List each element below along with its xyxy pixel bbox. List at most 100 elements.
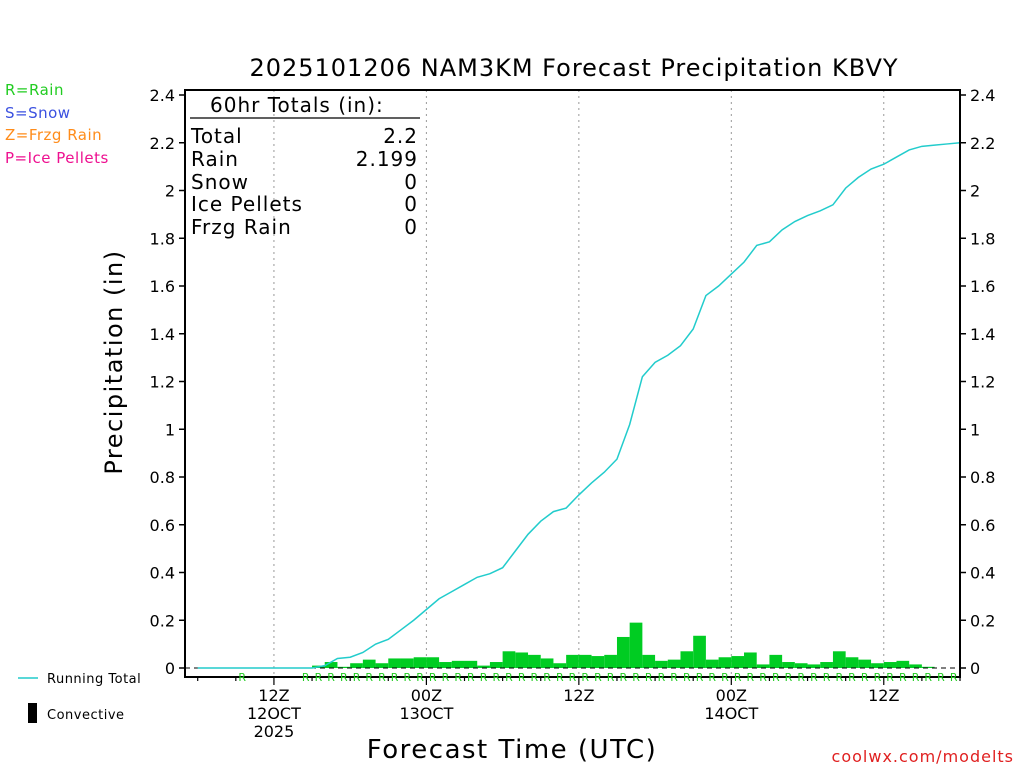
y-tick-label-right: 2.4	[970, 86, 995, 105]
y-tick-label-right: 0.4	[970, 564, 995, 583]
precip-bar	[400, 658, 414, 668]
y-axis-label: Precipitation (in)	[100, 249, 128, 474]
precip-bar	[413, 657, 427, 668]
running-total-legend: Running Total	[18, 672, 141, 687]
totals-value-rain: 2.199	[356, 147, 418, 171]
type-code: R	[886, 671, 894, 684]
type-code: R	[785, 671, 793, 684]
type-code: R	[670, 671, 678, 684]
y-tick-label-right: 1	[970, 420, 980, 439]
type-code: R	[619, 671, 627, 684]
precip-bar	[731, 656, 745, 668]
type-code: R	[543, 671, 551, 684]
type-code: R	[556, 671, 564, 684]
precip-bar	[388, 658, 401, 668]
type-code: R	[759, 671, 767, 684]
precip-bar	[489, 662, 503, 668]
type-code: R	[569, 671, 577, 684]
convective-legend: Convective	[28, 703, 125, 723]
type-code: R	[340, 671, 348, 684]
type-code: R	[467, 671, 475, 684]
y-tick-label-right: 1.4	[970, 325, 995, 344]
type-code: R	[797, 671, 805, 684]
x-tick-label: 12Z	[868, 686, 899, 705]
grid-layer	[273, 90, 885, 677]
precip-bar	[553, 663, 567, 668]
totals-value-ice-pellets: 0	[404, 192, 418, 216]
y-tick-label-right: 1.8	[970, 229, 995, 248]
type-code: R	[518, 671, 526, 684]
y-tick-label-left: 0.8	[150, 468, 175, 487]
precip-bar	[807, 664, 821, 668]
y-tick-label-left: 0.2	[150, 611, 175, 630]
precip-bar	[362, 659, 376, 668]
y-tick-label-right: 0.6	[970, 516, 995, 535]
precip-bar	[604, 654, 617, 668]
precip-bar	[909, 664, 922, 668]
y-tick-label-right: 0.8	[970, 468, 995, 487]
axis-layer: 0 00.2 0.20.4 0.40.6 0.60.8 0.81 11.2 1.21.4 1.4…	[150, 86, 996, 741]
type-code: R	[302, 671, 310, 684]
y-tick-label-right: 0	[970, 659, 980, 678]
type-code: R	[950, 671, 958, 684]
type-code: R	[874, 671, 882, 684]
type-code: R	[632, 671, 640, 684]
totals-value-total: 2.2	[383, 124, 418, 148]
totals-label-freezing-rain: Frzg Rain	[191, 215, 292, 239]
type-code: R	[734, 671, 742, 684]
running-total-legend-label: Running Total	[47, 672, 141, 687]
precip-bar	[705, 659, 719, 668]
y-tick-label-left: 1.2	[150, 373, 175, 392]
precip-bar	[769, 654, 783, 668]
totals-value-freezing-rain: 0	[404, 215, 418, 239]
totals-value-snow: 0	[404, 170, 418, 194]
precip-bar	[680, 651, 694, 668]
precip-bar	[324, 662, 338, 668]
legend-freezing-rain: Z=Frzg Rain	[5, 126, 103, 144]
precip-bar	[782, 662, 795, 668]
precip-bar	[756, 664, 770, 668]
y-tick-label-right: 2	[970, 182, 980, 201]
precip-bar	[871, 663, 884, 668]
type-code: R	[937, 671, 945, 684]
chart-title: 2025101206 NAM3KM Forecast Precipitation…	[249, 54, 898, 82]
x-tick-label: 14OCT	[704, 704, 758, 723]
legend-ice-pellets: P=Ice Pellets	[5, 149, 109, 167]
x-axis-label: Forecast Time (UTC)	[367, 735, 658, 765]
type-code: R	[721, 671, 729, 684]
type-code: R	[658, 671, 666, 684]
precip-bar	[896, 660, 910, 668]
type-code: R	[531, 671, 539, 684]
y-tick-label-left: 1.8	[150, 229, 175, 248]
type-code: R	[327, 671, 335, 684]
precip-bar	[426, 657, 440, 668]
precip-bar	[578, 654, 592, 668]
precip-bar	[794, 663, 808, 668]
type-code: R	[480, 671, 488, 684]
type-code: R	[747, 671, 755, 684]
type-code: R	[645, 671, 653, 684]
bar-layer	[312, 622, 935, 668]
precip-bar	[629, 622, 643, 668]
y-tick-label-left: 2.2	[150, 134, 175, 153]
type-code: R	[429, 671, 437, 684]
precip-bar	[883, 662, 897, 668]
type-code: R	[404, 671, 412, 684]
type-code: R	[848, 671, 856, 684]
convective-legend-label: Convective	[47, 708, 125, 723]
precip-bar	[540, 658, 554, 668]
precip-bar	[464, 660, 478, 668]
precip-bar	[718, 657, 732, 668]
precip-bar	[439, 662, 452, 668]
y-tick-label-left: 1	[165, 420, 175, 439]
precip-bar	[350, 663, 363, 668]
type-code: R	[391, 671, 399, 684]
type-code: R	[454, 671, 462, 684]
y-tick-label-right: 2.2	[970, 134, 995, 153]
precip-bar	[744, 652, 757, 668]
y-tick-label-left: 2	[165, 182, 175, 201]
precip-bar	[616, 636, 630, 668]
type-code: R	[861, 671, 869, 684]
plot-frame	[184, 89, 961, 678]
